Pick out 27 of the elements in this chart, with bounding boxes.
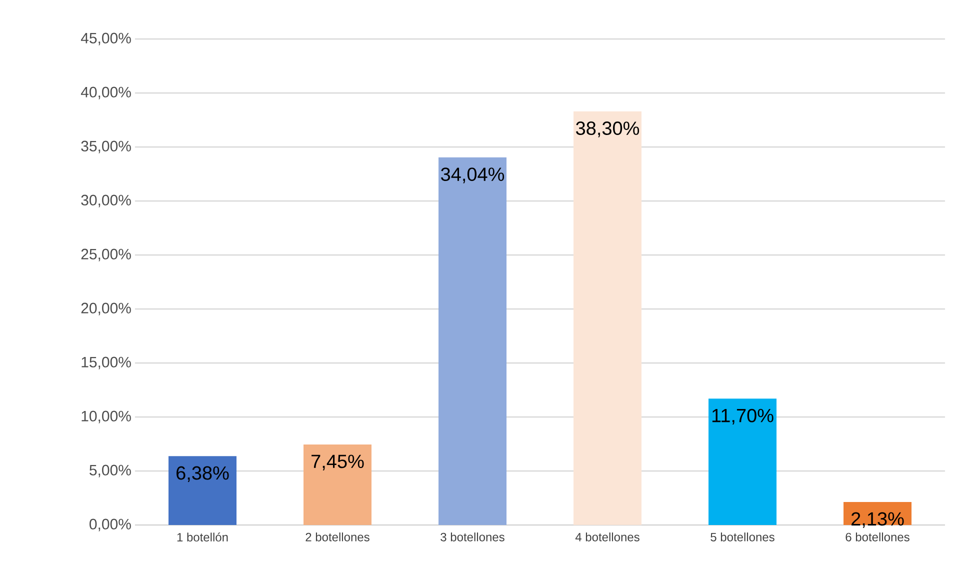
y-tick-label: 20,00% — [81, 302, 131, 316]
data-label: 11,70% — [712, 408, 774, 425]
x-tick-label: 5 botellones — [710, 532, 774, 542]
data-label: 7,45% — [312, 454, 364, 470]
y-tick-label: 10,00% — [82, 410, 131, 424]
y-tick-label: 45,00% — [80, 32, 131, 46]
data-label: 6,38% — [176, 466, 229, 482]
x-tick-label: 2 botellones — [306, 532, 370, 542]
data-label: 2,13% — [852, 512, 904, 528]
y-tick-label: 5,00% — [90, 464, 131, 478]
bar — [168, 456, 237, 525]
y-tick-label: 40,00% — [80, 86, 131, 100]
data-label: 34,04% — [441, 168, 504, 184]
y-tick-label: 0,00% — [90, 518, 131, 532]
x-tick-label: 3 botellones — [440, 532, 504, 542]
x-tick-label: 4 botellones — [575, 532, 640, 542]
data-label: 38,30% — [576, 122, 640, 138]
y-tick-label: 25,00% — [81, 248, 131, 262]
y-tick-label: 30,00% — [81, 194, 131, 208]
x-tick-label: 1 botellón — [177, 532, 228, 542]
x-tick-label: 6 botellones — [846, 532, 910, 542]
y-tick-label: 15,00% — [82, 356, 131, 370]
bar — [574, 111, 642, 525]
bar — [708, 398, 777, 525]
bar — [304, 444, 372, 525]
bar — [438, 157, 507, 525]
y-tick-label: 35,00% — [81, 140, 131, 154]
